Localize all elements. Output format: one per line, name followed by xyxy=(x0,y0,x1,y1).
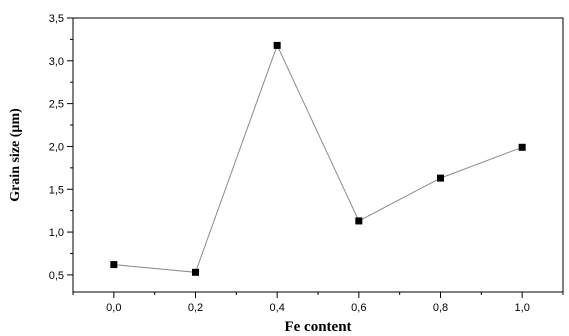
data-point xyxy=(355,217,363,225)
x-tick-label: 0,0 xyxy=(106,302,121,314)
y-tick-label: 3,0 xyxy=(49,56,64,68)
x-tick-label: 0,2 xyxy=(188,302,203,314)
data-point xyxy=(273,41,281,49)
y-axis-ticks: 0,5 1,0 1,5 2,0 2,5 3,0 3,5 xyxy=(49,13,73,282)
plot-frame xyxy=(72,17,564,293)
plot-area xyxy=(72,17,564,293)
data-point xyxy=(110,261,118,269)
x-axis-ticks: 0,0 0,2 0,4 0,6 0,8 1,0 xyxy=(72,292,564,314)
x-tick-label: 0,4 xyxy=(270,302,285,314)
y-tick-label: 1,0 xyxy=(49,227,64,239)
series-group xyxy=(110,41,526,276)
x-tick-label: 0,6 xyxy=(351,302,366,314)
x-axis-title: Fe content xyxy=(284,319,351,335)
data-point xyxy=(192,268,199,276)
series-line xyxy=(113,44,523,273)
data-point xyxy=(518,143,526,151)
y-tick-label: 2,0 xyxy=(49,141,64,153)
y-tick-label: 2,5 xyxy=(49,99,64,111)
y-tick-label: 0,5 xyxy=(49,270,64,282)
y-tick-label: 1,5 xyxy=(49,184,64,196)
x-tick-label: 0,8 xyxy=(433,302,448,314)
y-tick-label: 3,5 xyxy=(49,13,64,25)
y-axis-title: Grain size (µm) xyxy=(8,108,23,202)
x-tick-label: 1,0 xyxy=(515,302,530,314)
data-point xyxy=(437,174,444,182)
